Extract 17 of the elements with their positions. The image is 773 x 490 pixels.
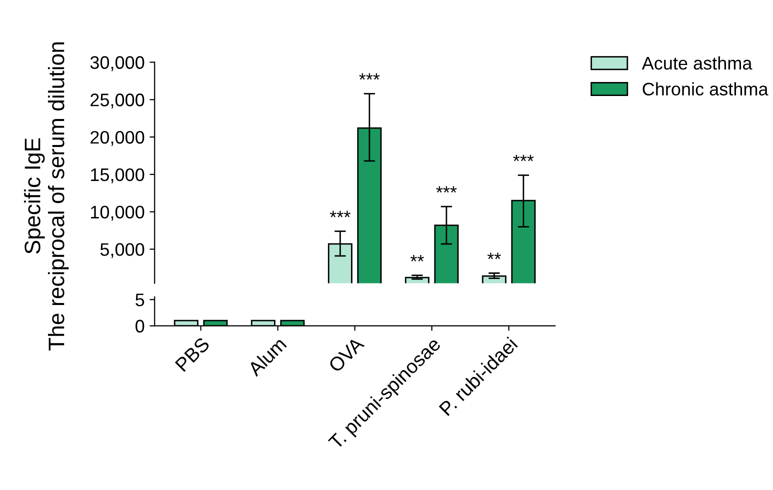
- y-axis-title: Specific IgE The reciprocal of serum dilution: [24, 42, 69, 350]
- y-tick-label: 10,000: [91, 206, 144, 221]
- annotation: ***: [330, 210, 350, 218]
- legend-label: Acute asthma: [642, 56, 752, 70]
- annotation: ***: [513, 154, 534, 162]
- y-tick-label: 15,000: [91, 168, 144, 184]
- y-tick-label: 25,000: [90, 94, 144, 108]
- y-tick-label: 5,000: [100, 243, 144, 258]
- annotation: ***: [359, 73, 380, 80]
- annotation: **: [410, 255, 424, 262]
- legend-label: Chronic asthma: [642, 82, 768, 96]
- annotation: ***: [436, 186, 457, 193]
- y-tick-label: 5: [136, 294, 144, 306]
- y-tick-label: 0: [136, 320, 144, 333]
- y-tick-label: 20,000: [90, 130, 144, 146]
- y-tick-label: 30,000: [90, 56, 144, 72]
- annotation: **: [487, 252, 501, 260]
